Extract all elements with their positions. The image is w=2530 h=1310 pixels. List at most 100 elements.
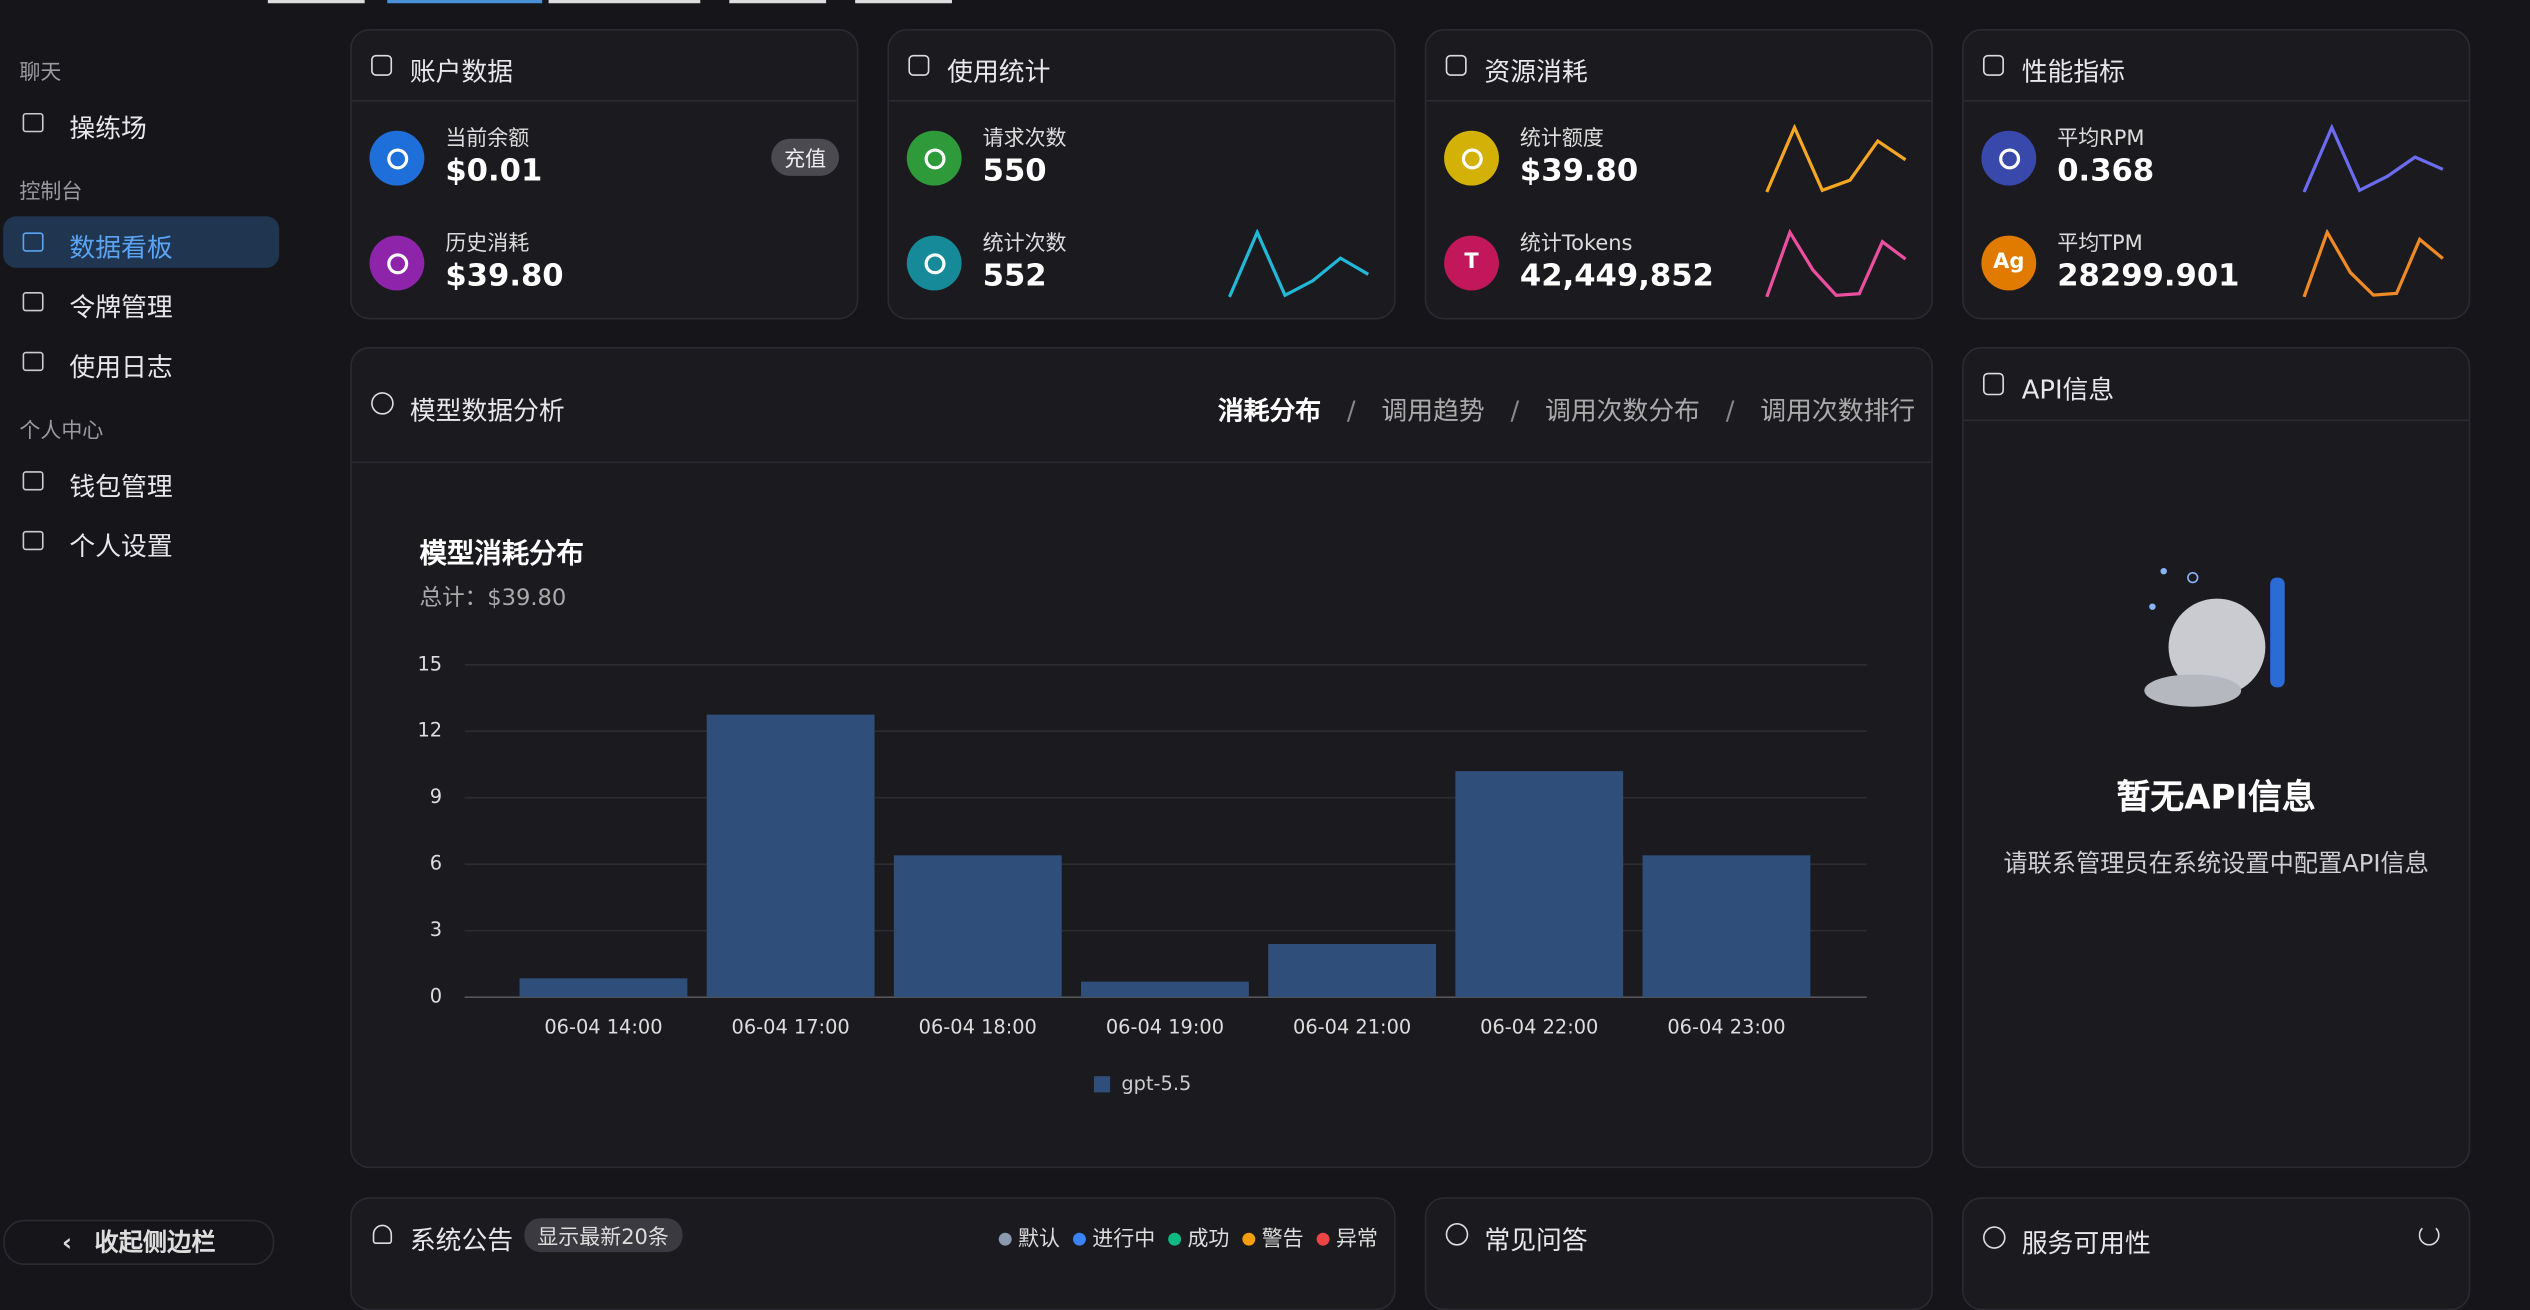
y-tick-label: 0 bbox=[430, 985, 442, 1008]
card-header-line bbox=[1426, 100, 1932, 102]
sparkline-line bbox=[1765, 229, 1907, 298]
stat-card: 使用统计 请求次数 550 统计次数 552 bbox=[887, 29, 1396, 320]
chart-title: 模型消耗分布 bbox=[420, 539, 584, 570]
chevron: ‹ bbox=[61, 1227, 72, 1257]
gauge-icon bbox=[1982, 1226, 2006, 1249]
nav-item[interactable]: 令牌管理 bbox=[3, 276, 279, 328]
empty-title: 暂无API信息 bbox=[2116, 777, 2316, 817]
tab[interactable]: 消耗分布 bbox=[1217, 395, 1322, 426]
icon-glyph bbox=[924, 253, 946, 275]
bar bbox=[1642, 855, 1811, 998]
stat-card: 账户数据 当前余额 $0.01 充值 历史消耗 $39.80 bbox=[350, 29, 859, 320]
empty-illustration bbox=[2144, 567, 2285, 707]
bell-icon bbox=[372, 1224, 393, 1245]
tab[interactable]: 调用趋势 bbox=[1381, 395, 1485, 426]
float-dot bbox=[2149, 603, 2156, 610]
icon-glyph bbox=[1999, 148, 2021, 170]
card-title: 账户数据 bbox=[409, 56, 514, 88]
card-title: 资源消耗 bbox=[1484, 56, 1588, 88]
x-tick-label: 06-04 18:00 bbox=[919, 1015, 1037, 1038]
legend-swatch bbox=[1093, 1076, 1111, 1093]
badge: 显示最新20条 bbox=[524, 1218, 682, 1253]
icon-glyph bbox=[1461, 148, 1483, 170]
top-tab bbox=[548, 0, 701, 4]
nav-icon bbox=[22, 351, 44, 372]
card-header-line bbox=[1963, 419, 2469, 422]
item-label: 统计额度 bbox=[1519, 127, 1604, 152]
sparkline bbox=[1765, 229, 1907, 298]
refresh-button[interactable] bbox=[2418, 1224, 2440, 1246]
group-title: 聊天 bbox=[19, 61, 62, 86]
float-dot bbox=[2187, 571, 2199, 584]
card-title: 系统公告 bbox=[409, 1224, 514, 1256]
card-title: 模型数据分析 bbox=[409, 395, 565, 426]
icon-text: T bbox=[1464, 250, 1479, 275]
item-icon bbox=[906, 130, 962, 186]
item-icon: Ag bbox=[1981, 235, 2037, 291]
figure-body bbox=[2168, 598, 2266, 696]
faq-card: 常见问答 bbox=[1424, 1197, 1933, 1310]
nav-label: 数据看板 bbox=[69, 232, 173, 264]
legend-dot bbox=[998, 1232, 1012, 1246]
card-icon bbox=[908, 54, 930, 76]
legend-dot bbox=[1168, 1232, 1182, 1246]
card-title: 常见问答 bbox=[1484, 1224, 1588, 1256]
tab[interactable]: 调用次数分布 bbox=[1545, 395, 1700, 426]
card-icon bbox=[1982, 54, 2004, 76]
nav-item[interactable]: 操练场 bbox=[3, 97, 279, 149]
sparkline bbox=[2302, 229, 2444, 298]
chart-subtitle: 总计：$39.80 bbox=[420, 585, 567, 611]
nav-item[interactable]: 个人设置 bbox=[3, 515, 279, 567]
legend-dot bbox=[1316, 1232, 1330, 1246]
y-tick-label: 9 bbox=[430, 785, 442, 808]
y-tick-label: 15 bbox=[417, 652, 442, 675]
uptime-card: 服务可用性 bbox=[1962, 1197, 2471, 1310]
status-legend: 默认 进行中 成功 警告 异常 bbox=[998, 1221, 1378, 1253]
sparkline bbox=[2302, 124, 2444, 193]
nav-icon bbox=[22, 292, 44, 312]
legend-dot bbox=[1072, 1232, 1086, 1246]
nav-item[interactable]: 使用日志 bbox=[3, 336, 279, 388]
card-title: 服务可用性 bbox=[2021, 1227, 2151, 1259]
collapse-label: 收起侧边栏 bbox=[94, 1227, 216, 1257]
sparkline bbox=[1765, 124, 1907, 193]
sidebar: 聊天 操练场 控制台 数据看板 令牌管理 使用日志 个人中心 钱包管理 个人设置 bbox=[0, 0, 298, 1288]
top-tab bbox=[855, 0, 952, 4]
item-icon bbox=[1444, 130, 1499, 186]
tabs: 消耗分布 / 调用趋势 / 调用次数分布 / 调用次数排行 bbox=[1218, 389, 1915, 428]
item-label: 平均TPM bbox=[2057, 232, 2143, 257]
item-label: 历史消耗 bbox=[445, 232, 530, 257]
notice-card: 系统公告 显示最新20条 默认 进行中 成功 警告 异常 bbox=[350, 1197, 1396, 1310]
tab[interactable]: 调用次数排行 bbox=[1760, 395, 1916, 426]
legend-label: gpt-5.5 bbox=[1121, 1072, 1191, 1095]
legend-label: 异常 bbox=[1335, 1227, 1378, 1253]
item-value: 42,449,852 bbox=[1519, 258, 1714, 294]
icon-glyph bbox=[387, 148, 409, 170]
analysis-card: 模型数据分析 消耗分布 / 调用趋势 / 调用次数分布 / 调用次数排行 模型消耗分布 总计：… bbox=[350, 346, 1933, 1169]
legend-label: 警告 bbox=[1261, 1227, 1304, 1253]
tab-separator: / bbox=[1725, 395, 1735, 426]
nav-item[interactable]: 钱包管理 bbox=[3, 455, 279, 507]
top-tab bbox=[267, 0, 365, 4]
item-icon: T bbox=[1444, 235, 1499, 291]
item-icon bbox=[906, 235, 962, 291]
card-header-line bbox=[1963, 100, 2469, 102]
nav-label: 令牌管理 bbox=[69, 292, 173, 323]
action-button[interactable]: 充值 bbox=[771, 138, 840, 176]
door bbox=[2270, 577, 2285, 688]
item-value: $0.01 bbox=[445, 153, 543, 189]
sparkline bbox=[1228, 229, 1370, 298]
card-title: 使用统计 bbox=[947, 56, 1051, 88]
collapse-button[interactable]: ‹ 收起侧边栏 bbox=[3, 1219, 275, 1265]
legend-label: 进行中 bbox=[1092, 1227, 1156, 1253]
x-tick-label: 06-04 14:00 bbox=[544, 1015, 662, 1038]
card-header-line bbox=[889, 100, 1395, 102]
item-value: $39.80 bbox=[1519, 153, 1639, 189]
legend-label: 成功 bbox=[1187, 1227, 1230, 1253]
group-title: 控制台 bbox=[19, 180, 83, 205]
nav-item[interactable]: 数据看板 bbox=[3, 216, 280, 268]
card-icon bbox=[371, 54, 393, 76]
